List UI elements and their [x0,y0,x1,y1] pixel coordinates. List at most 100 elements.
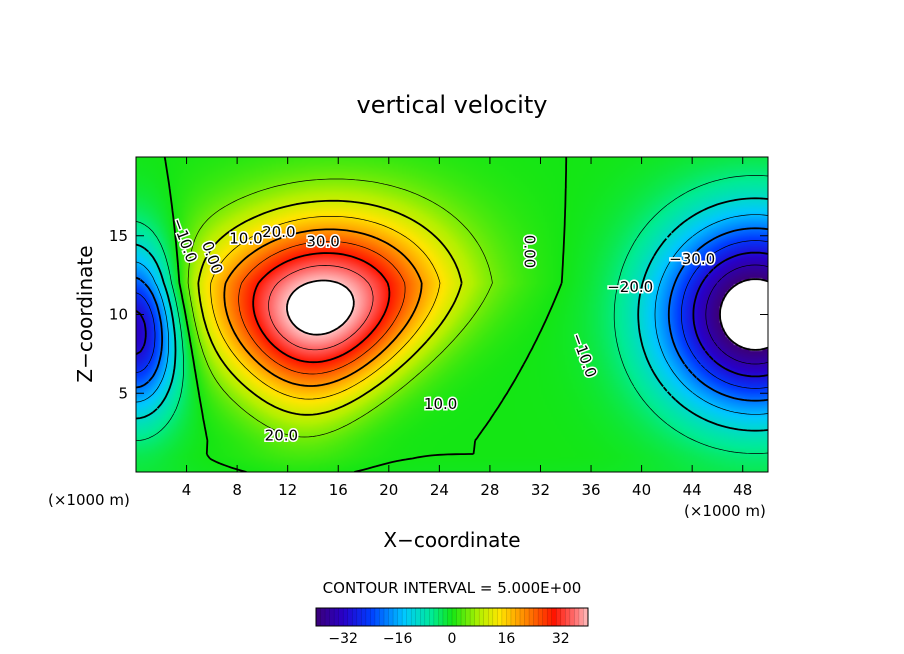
colorbar-swatch [497,608,503,626]
colorbar-swatch [452,608,458,626]
colorbar-swatch [533,608,539,626]
colorbar-swatch [551,608,557,626]
colorbar-swatch [542,608,548,626]
x-tick-label: 4 [182,481,192,499]
colorbar-swatch [365,608,371,626]
colorbar-swatch [578,608,584,626]
colorbar-swatch [442,608,448,626]
colorbar-swatch [447,608,453,626]
colorbar-swatch [347,608,353,626]
plot-area: 30.020.010.00.00−10.010.020.00.00−10.0−2… [135,156,769,473]
x-tick-label: 48 [733,481,752,499]
contour-label: 30.0 [306,233,339,251]
colorbar-swatch [510,608,516,626]
colorbar-swatch [379,608,385,626]
colorbar-tick-label: 16 [497,631,515,647]
colorbar-swatch [524,608,530,626]
colorbar-swatch [438,608,444,626]
contour-line [136,214,768,415]
colorbar-swatch [470,608,476,626]
y-tick-label: 5 [118,384,128,402]
colorbar-swatch [483,608,489,626]
y-tick-label: 10 [109,306,128,324]
colorbar-swatch [456,608,462,626]
contour-line [268,265,374,351]
colorbar-swatch [402,608,408,626]
x-axis: 4 8 12 16 20 24 28 32 36 40 44 48 [182,157,752,499]
colorbar-swatch [461,608,467,626]
x-tick-label: 24 [430,481,449,499]
colorbar-swatch [501,608,507,626]
x-tick-label: 44 [683,481,702,499]
colorbar-swatch [479,608,485,626]
contour-interval-text: CONTOUR INTERVAL = 5.000E+00 [323,579,582,597]
colorbar-swatch [397,608,403,626]
colorbar: −32 −16 0 16 32 [315,607,589,647]
contour-line [705,264,768,365]
colorbar-swatch [352,608,358,626]
colorbar-swatch [465,608,471,626]
colorbar-swatch [429,608,435,626]
colorbar-tick-label: −16 [383,631,413,647]
contour-label: 10.0 [424,395,457,413]
colorbar-tick-label: 0 [448,631,457,647]
colorbar-swatch [361,608,367,626]
contour-line [252,252,391,364]
contour-line [238,240,406,375]
chart-title: vertical velocity [357,91,548,119]
contour-line [136,227,768,402]
colorbar-swatch [316,608,322,626]
y-tick-label: 15 [109,227,128,245]
contour-lines [136,157,768,472]
colorbar-swatch [506,608,512,626]
colorbar-swatch [356,608,362,626]
colorbar-swatch [384,608,390,626]
contour-line [223,228,423,387]
contour-line [136,251,768,378]
x-axis-label: X−coordinate [383,528,520,552]
x-tick-label: 20 [379,481,398,499]
colorbar-tick-label: 32 [552,631,570,647]
colorbar-swatch [343,608,349,626]
colorbar-swatch [515,608,521,626]
colorbar-swatch [424,608,430,626]
colorbar-swatch [370,608,376,626]
contour-line [286,279,355,336]
colorbar-swatch [325,608,331,626]
colorbar-frame [315,607,589,627]
y-axis-label: Z−coordinate [73,245,97,382]
colorbar-swatch [556,608,562,626]
colorbar-swatch [492,608,498,626]
x-unit-left: (×1000 m) [48,491,130,509]
colorbar-swatch [433,608,439,626]
contour-label: 10.0 [229,229,262,247]
contour-line [197,199,463,416]
x-tick-label: 12 [278,481,297,499]
colorbar-swatch [529,608,535,626]
colorbar-swatch [406,608,412,626]
contour-line [136,240,768,389]
colorbar-swatch [488,608,494,626]
contour-line [136,197,768,432]
contour-line [187,178,493,438]
contour-line [136,175,768,454]
colorbar-swatch [520,608,526,626]
contour-label: 20.0 [262,223,295,241]
x-tick-label: 8 [232,481,242,499]
colorbar-swatch [415,608,421,626]
colorbar-swatch [334,608,340,626]
x-tick-label: 32 [531,481,550,499]
heatmap-image [136,157,768,472]
colorbar-swatch [420,608,426,626]
colorbar-tick-label: −32 [328,631,358,647]
contour-line [719,278,768,351]
colorbar-swatch [574,608,580,626]
contour-label: 20.0 [265,426,298,444]
colorbar-swatch [547,608,553,626]
colorbar-swatch [393,608,399,626]
x-tick-label: 28 [480,481,499,499]
y-axis: 5 10 15 [109,227,768,402]
x-tick-label: 40 [632,481,651,499]
x-tick-label: 16 [329,481,348,499]
